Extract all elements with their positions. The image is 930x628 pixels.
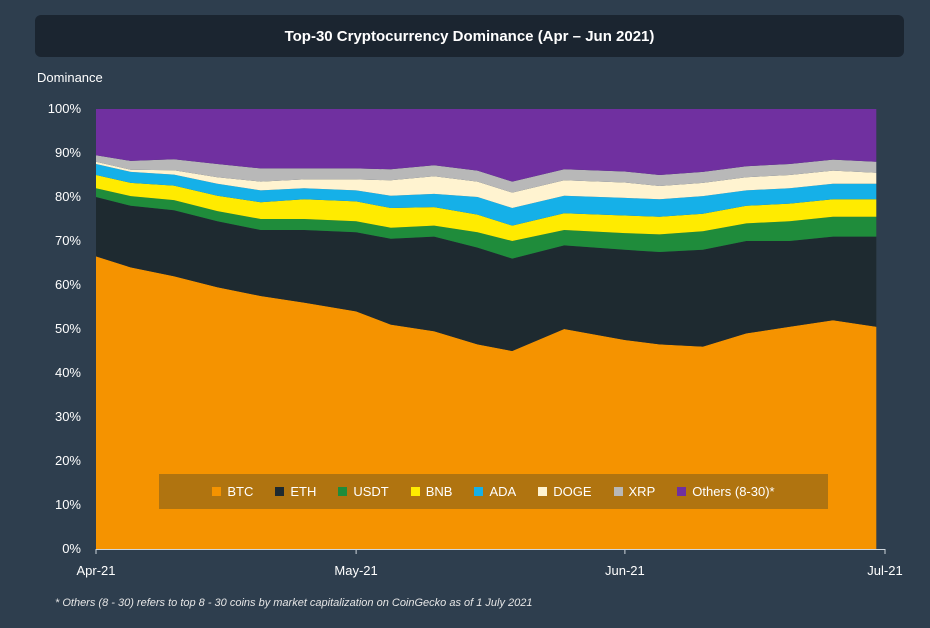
legend-swatch	[410, 487, 420, 496]
legend-label: BTC	[227, 484, 254, 499]
legend-label: ADA	[489, 484, 517, 499]
x-tick-label: Jun-21	[605, 563, 645, 578]
x-tick-label: Apr-21	[76, 563, 115, 578]
legend-item: USDT	[338, 484, 389, 499]
chart-title: Top-30 Cryptocurrency Dominance (Apr – J…	[284, 27, 655, 45]
y-tick-label: 80%	[55, 189, 81, 204]
legend-item: ADA	[474, 484, 516, 499]
footnote: * Others (8 - 30) refers to top 8 - 30 c…	[55, 597, 533, 609]
area-usdt	[96, 188, 877, 259]
legend-item: BNB	[410, 484, 453, 499]
x-tick-label: Jul-21	[867, 563, 902, 578]
legend-label: USDT	[353, 484, 389, 499]
area-eth	[96, 197, 877, 351]
legend-label: ETH	[290, 484, 317, 499]
legend-item: XRP	[613, 484, 656, 499]
legend-label: DOGE	[553, 484, 592, 499]
area-xrp	[96, 155, 877, 193]
legend-swatch	[613, 487, 623, 496]
x-tick-label: May-21	[334, 563, 377, 578]
area-doge	[96, 161, 877, 208]
legend-swatch	[677, 487, 687, 496]
legend-item: ETH	[275, 484, 316, 499]
legend-label: Others (8-30)*	[692, 484, 775, 499]
area-ada	[96, 164, 877, 226]
legend-item: Others (8-30)*	[677, 484, 775, 499]
legend-label: XRP	[628, 484, 656, 499]
y-tick-label: 100%	[48, 101, 82, 116]
area-bnb	[96, 175, 877, 241]
y-tick-label: 70%	[55, 233, 81, 248]
legend-label: BNB	[425, 484, 453, 499]
legend-swatch	[474, 487, 484, 496]
y-tick-label: 40%	[55, 365, 81, 380]
y-tick-label: 20%	[55, 453, 81, 468]
y-tick-label: 50%	[55, 321, 81, 336]
y-tick-label: 30%	[55, 409, 81, 424]
chart-title-bar: Top-30 Cryptocurrency Dominance (Apr – J…	[35, 15, 904, 57]
area-others-8-30	[96, 109, 877, 182]
y-axis-title: Dominance	[37, 70, 103, 85]
legend-item: BTC	[212, 484, 253, 499]
y-tick-label: 60%	[55, 277, 81, 292]
chart-legend: BTC ETH USDT BNB ADA DOGE XRP Others (8-30)*	[159, 474, 828, 509]
legend-swatch	[275, 487, 285, 496]
legend-swatch	[538, 487, 548, 496]
legend-swatch	[338, 487, 348, 496]
y-tick-label: 0%	[62, 541, 81, 556]
legend-item: DOGE	[538, 484, 592, 499]
legend-swatch	[212, 487, 222, 496]
y-tick-label: 10%	[55, 497, 81, 512]
y-tick-label: 90%	[55, 145, 81, 160]
